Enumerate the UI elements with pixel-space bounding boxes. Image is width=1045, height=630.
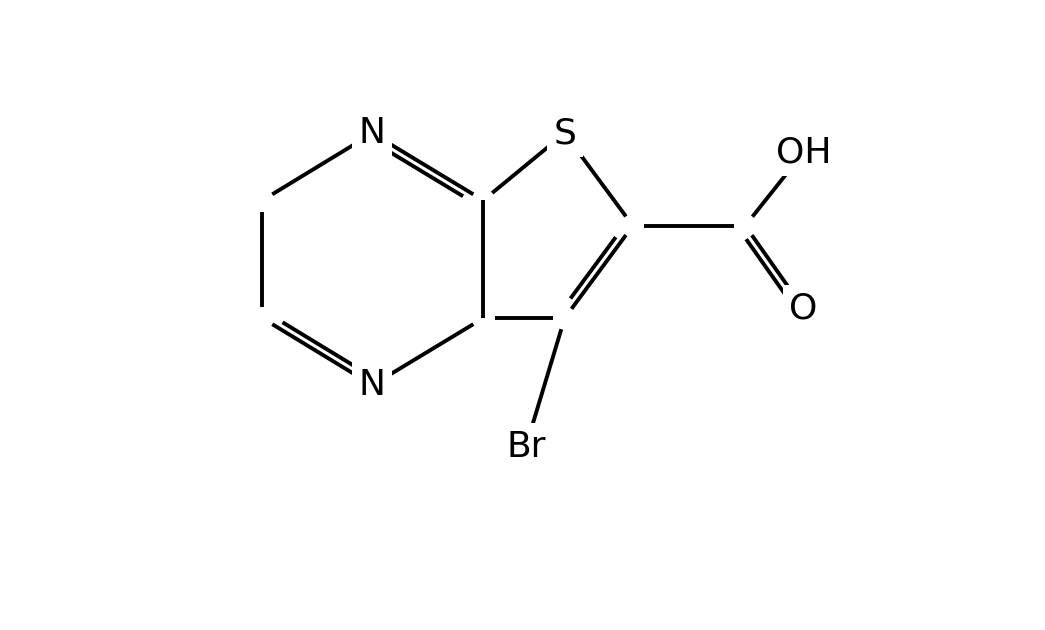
Text: S: S	[553, 117, 576, 151]
Text: N: N	[358, 368, 386, 402]
Text: Br: Br	[506, 430, 545, 464]
Text: OH: OH	[775, 135, 831, 169]
Text: O: O	[789, 291, 817, 325]
Text: N: N	[358, 117, 386, 151]
